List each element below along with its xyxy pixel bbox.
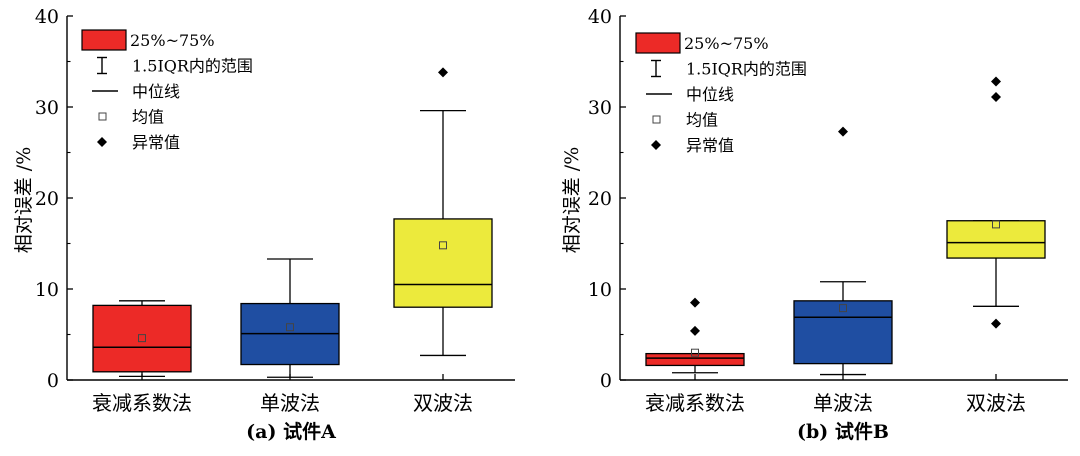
outlier-marker [690, 325, 700, 336]
outlier-marker [991, 91, 1001, 102]
legend-entry: 1.5IQR内的范围 [686, 60, 807, 79]
legend-entry: 异常值 [686, 136, 734, 155]
legend-swatch-iqr [81, 29, 127, 51]
legend-swatch-iqr [635, 32, 681, 54]
outlier-marker [838, 126, 848, 137]
outlier-marker [991, 318, 1001, 329]
panel-caption: (a) 试件A [246, 420, 336, 443]
legend-entry: 1.5IQR内的范围 [132, 57, 253, 76]
legend-symbol-mean [98, 112, 107, 121]
x-tick-label: 双波法 [966, 391, 1026, 415]
mean-marker [691, 348, 699, 357]
x-tick-label: 衰减系数法 [92, 391, 192, 415]
iqr-box [393, 218, 493, 308]
legend-entry: 中位线 [132, 82, 180, 101]
outlier-marker [438, 67, 448, 78]
box-3 [946, 76, 1046, 329]
y-axis-label: 相对误差 /% [13, 147, 35, 254]
mean-marker [138, 334, 146, 343]
y-tick-label: 30 [588, 97, 612, 119]
legend-symbol-outlier [651, 140, 661, 150]
x-tick-label: 衰减系数法 [645, 391, 745, 415]
chart-panel-b: 0 10 20 30 40 相对误差 /% 衰减系数法 单波法 双波法 (b) 试件B 25%~75… [561, 6, 1068, 443]
y-axis-label: 相对误差 /% [561, 147, 583, 254]
y-tick-label: 20 [35, 188, 59, 210]
legend-entry: 25%~75% [684, 34, 769, 53]
legend-entry: 均值 [686, 111, 718, 130]
box-2 [793, 126, 893, 376]
panel-caption: (b) 试件B [797, 420, 889, 443]
box-1 [645, 297, 745, 374]
box-1 [92, 300, 192, 378]
mean-marker [439, 241, 447, 250]
legend-entry: 均值 [132, 108, 164, 127]
box-2 [240, 258, 340, 378]
outlier-marker [690, 297, 700, 308]
legend-entry: 异常值 [132, 133, 180, 152]
mean-marker [992, 220, 1000, 229]
legend-symbol-mean [652, 115, 661, 124]
y-tick-label: 40 [588, 6, 612, 28]
x-tick-label: 双波法 [413, 391, 473, 415]
mean-marker [839, 304, 847, 313]
box-3 [393, 67, 493, 357]
mean-marker [286, 323, 294, 332]
chart-panel-a: 0 10 20 30 40 相对误差 /% 衰减系数法 单波法 双波法 (a) 试件A 25%~75… [13, 6, 515, 443]
outlier-marker [991, 76, 1001, 87]
iqr-box [92, 304, 192, 373]
legend-entry: 中位线 [686, 85, 734, 104]
y-tick-label: 10 [588, 279, 612, 301]
legend-entry: 25%~75% [130, 31, 215, 50]
y-tick-label: 0 [47, 370, 59, 392]
y-tick-label: 40 [35, 6, 59, 28]
x-tick-label: 单波法 [260, 391, 320, 415]
y-tick-label: 10 [35, 279, 59, 301]
x-tick-label: 单波法 [813, 391, 873, 415]
iqr-box [793, 300, 893, 365]
y-tick-label: 0 [600, 370, 612, 392]
y-tick-label: 30 [35, 97, 59, 119]
legend-symbol-outlier [97, 137, 107, 147]
iqr-box [645, 352, 745, 367]
y-tick-label: 20 [588, 188, 612, 210]
iqr-box [946, 220, 1046, 259]
